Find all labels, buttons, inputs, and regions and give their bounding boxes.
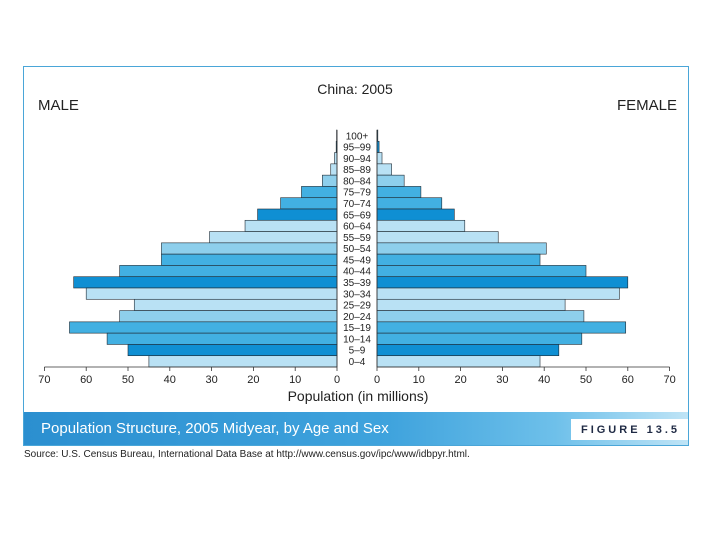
- bar-male-9: [244, 219, 338, 232]
- bar-male-4: [330, 163, 338, 176]
- male-label: MALE: [38, 97, 79, 114]
- female-tick-label-2: 10: [413, 374, 425, 386]
- bar-female-20: [376, 344, 560, 357]
- bar-male-21: [148, 355, 338, 368]
- bar-male-20: [127, 344, 338, 357]
- age-labels-layer: 100+95–9990–9485–8980–8475–7970–7465–696…: [343, 131, 371, 368]
- bar-female-16: [376, 298, 566, 311]
- age-group-label-14: 35–39: [343, 278, 371, 289]
- age-group-label-18: 15–19: [343, 323, 371, 334]
- axis-layer: 70 60 50 40 30 20 10 0 0 10 20 30 40 50 60 70: [38, 130, 676, 386]
- age-group-label-13: 40–44: [343, 267, 371, 278]
- bar-male-10: [209, 231, 338, 244]
- bar-female-18: [376, 321, 627, 334]
- age-group-label-8: 65–69: [343, 210, 371, 221]
- age-group-label-1: 100+: [346, 131, 369, 142]
- bar-female-10: [376, 231, 499, 244]
- bar-female-6: [376, 186, 422, 199]
- bar-male-17: [119, 310, 338, 323]
- bar-female-9: [376, 219, 466, 232]
- age-group-label-2: 95–99: [343, 143, 371, 154]
- male-tick-label-8: 0: [334, 374, 340, 386]
- age-group-label-4: 85–89: [343, 165, 371, 176]
- bar-male-15: [85, 287, 338, 300]
- bar-male-16: [133, 298, 338, 311]
- age-group-label-15: 30–34: [343, 289, 371, 300]
- age-group-label-6: 75–79: [343, 188, 371, 199]
- bar-male-5: [322, 174, 338, 187]
- age-group-label-16: 25–29: [343, 301, 371, 312]
- age-group-label-9: 60–64: [343, 222, 371, 233]
- bar-female-7: [376, 197, 443, 210]
- age-group-label-21: 0–4: [349, 357, 366, 368]
- female-tick-label-7: 60: [622, 374, 634, 386]
- male-tick-label-3: 50: [122, 374, 134, 386]
- figure-number-label: FIGURE 13.5: [570, 419, 688, 440]
- female-label: FEMALE: [617, 97, 677, 114]
- male-tick-label-4: 40: [164, 374, 176, 386]
- female-tick-label-3: 20: [454, 374, 466, 386]
- chart-title: China: 2005: [317, 81, 393, 97]
- age-group-label-7: 70–74: [343, 199, 371, 210]
- figure-frame: China: 2005 MALE FEMALE 100+ 95–99 90–94 85…: [23, 66, 689, 446]
- age-group-label-20: 5–9: [349, 346, 366, 357]
- age-group-label-10: 55–59: [343, 233, 371, 244]
- male-tick-label-7: 10: [289, 374, 301, 386]
- male-tick-label-5: 30: [205, 374, 217, 386]
- bar-female-5: [376, 174, 405, 187]
- bar-male-11: [161, 242, 338, 255]
- bar-female-4: [376, 163, 392, 176]
- bar-male-13: [119, 265, 338, 278]
- bar-male-6: [301, 186, 338, 199]
- bar-female-8: [376, 208, 455, 221]
- bar-female-19: [376, 332, 583, 345]
- population-pyramid-chart: China: 2005 MALE FEMALE 100+95–9990–9485…: [38, 81, 677, 404]
- male-tick-label-2: 60: [80, 374, 92, 386]
- bar-male-14: [73, 276, 338, 289]
- age-group-label-5: 80–84: [343, 176, 371, 187]
- age-group-label-3: 90–94: [343, 154, 371, 165]
- bar-male-8: [257, 208, 338, 221]
- bar-female-15: [376, 287, 620, 300]
- bar-male-19: [106, 332, 338, 345]
- female-tick-label-8: 70: [663, 374, 675, 386]
- female-tick-label-4: 30: [496, 374, 508, 386]
- bar-male-18: [69, 321, 338, 334]
- age-group-label-19: 10–14: [343, 334, 371, 345]
- x-axis-title: Population (in millions): [288, 388, 429, 404]
- bar-female-21: [376, 355, 541, 368]
- caption-band: Population Structure, 2005 Midyear, by A…: [24, 412, 688, 445]
- male-tick-label-6: 20: [247, 374, 259, 386]
- bar-female-11: [376, 242, 547, 255]
- female-tick-label-5: 40: [538, 374, 550, 386]
- bar-female-14: [376, 276, 629, 289]
- source-note: Source: U.S. Census Bureau, Internationa…: [24, 449, 470, 460]
- age-group-label-11: 50–54: [343, 244, 371, 255]
- bar-female-13: [376, 265, 587, 278]
- female-tick-label-1: 0: [374, 374, 380, 386]
- bar-male-12: [161, 253, 338, 266]
- bar-female-3: [376, 152, 383, 165]
- female-tick-label-6: 50: [580, 374, 592, 386]
- caption-title: Population Structure, 2005 Midyear, by A…: [41, 420, 389, 437]
- male-tick-label-1: 70: [38, 374, 50, 386]
- bar-female-12: [376, 253, 541, 266]
- age-group-label-12: 45–49: [343, 255, 371, 266]
- bar-female-17: [376, 310, 585, 323]
- age-group-label-17: 20–24: [343, 312, 371, 323]
- bar-male-7: [280, 197, 338, 210]
- bars-layer: [69, 129, 629, 368]
